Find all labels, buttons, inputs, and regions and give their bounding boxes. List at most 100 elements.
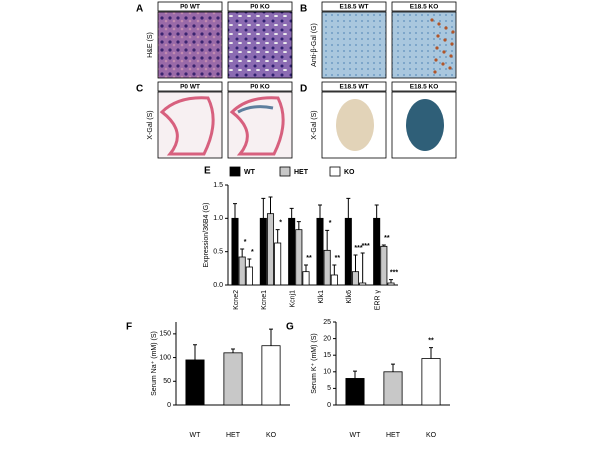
bar [245,266,253,286]
bar [302,271,310,286]
stain [449,54,453,58]
error-bar [353,370,357,379]
panel-label: F [126,322,132,333]
error-bar [374,204,379,219]
x-tick-label: KO [426,432,437,439]
legend-swatch [279,166,291,177]
y-tick-label: 100 [159,354,171,361]
stain [442,50,446,54]
x-tick-label: KO [266,432,277,439]
significance: ** [335,255,341,262]
stain [435,46,439,50]
significance: ** [384,235,390,242]
panel-label: B [300,4,307,15]
error-bar [269,328,273,346]
micrograph [227,11,293,79]
x-tick-label: Kcnj1 [289,290,296,308]
image-title: E18.5 KO [410,84,439,91]
error-bar [429,347,433,359]
side-label: X-Gal (S) [311,110,318,139]
kidney [406,99,444,151]
stain [443,38,447,42]
stain [441,62,445,66]
stain [430,18,434,22]
error-bar [317,204,322,219]
legend-swatch [329,166,341,177]
error-bar [247,258,252,267]
panel-label: C [136,84,143,95]
y-tick-label: 50 [163,378,171,385]
bar [359,282,367,286]
significance: * [251,249,254,256]
significance: *** [362,243,370,250]
stain [450,42,454,46]
error-bar [240,248,245,257]
image-title: P0 KO [250,4,270,11]
image-header [321,81,387,92]
stain [451,30,455,34]
error-bar [232,203,237,219]
y-tick-label: 25 [323,319,331,326]
bar [238,256,246,286]
y-tick-label: 0.5 [213,249,223,256]
x-tick-label: WT [190,432,202,439]
bar [330,274,338,286]
y-tick-label: 0 [167,402,171,409]
micrograph [391,11,457,79]
error-bar [391,363,395,372]
y-axis-label: Serum Na⁺ (mM) (S) [151,331,158,396]
bar [345,378,365,406]
side-label: Anti-β-Gal (G) [311,23,318,67]
legend-swatch [229,166,241,177]
error-bar [381,244,386,247]
error-bar [261,197,266,219]
error-bar [346,197,351,219]
significance: * [329,220,332,227]
bar [344,217,352,286]
error-bar [193,344,197,360]
error-bar [275,229,280,243]
stain [436,34,440,38]
image-header [157,81,223,92]
y-tick-label: 1.0 [213,215,223,222]
image-header [391,81,457,92]
error-bar [296,221,301,230]
x-tick-label: HET [386,432,401,439]
error-bar [389,279,394,283]
image-title: P0 WT [180,4,200,11]
bar [259,217,267,286]
stain [444,26,448,30]
y-tick-label: 150 [159,331,171,338]
image-title: E18.5 KO [410,4,439,11]
bar [274,242,282,286]
image-header [391,1,457,12]
significance: ** [428,337,434,344]
micrograph [157,11,223,79]
image-header [157,1,223,12]
legend-label: HET [294,169,309,176]
image-title: P0 KO [250,84,270,91]
panel-label: D [300,84,307,95]
bar [380,245,388,286]
error-bar [289,207,294,219]
error-bar [360,252,365,283]
significance: ** [306,255,312,262]
y-tick-label: 10 [323,369,331,376]
bar [261,345,281,406]
side-label: X-Gal (S) [147,110,154,139]
bar [288,217,296,286]
y-tick-label: 20 [323,335,331,342]
bar [383,371,403,406]
legend-label: WT [244,169,256,176]
image-header [321,1,387,12]
micrograph [321,11,387,79]
side-label: H&E (S) [147,32,154,58]
x-tick-label: Klk6 [346,290,353,304]
bar [351,271,360,286]
panel-label: G [286,322,294,333]
stain [434,58,438,62]
legend-label: KO [344,169,355,176]
bar [387,282,395,286]
x-tick-label: Klk1 [318,290,325,304]
